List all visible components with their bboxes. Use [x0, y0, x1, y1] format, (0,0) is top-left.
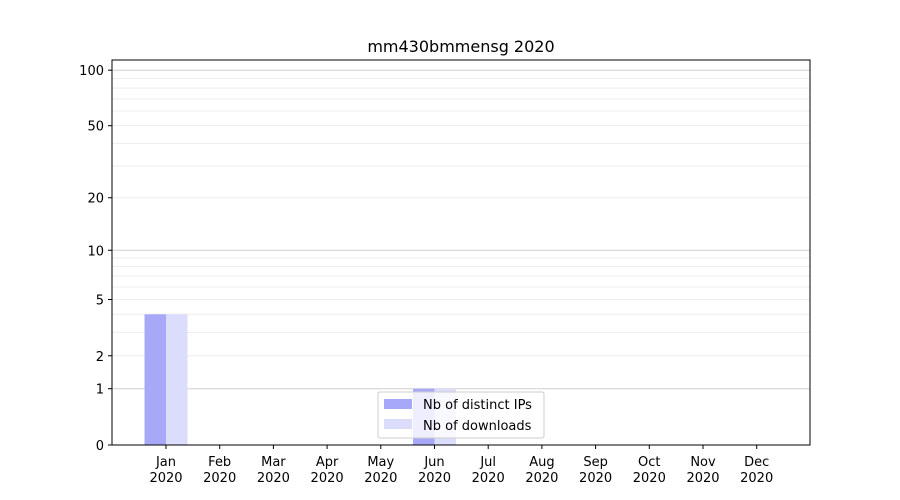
x-tick-label: Jun	[423, 455, 444, 470]
plot-frame	[111, 59, 811, 446]
legend-swatch-downloads	[384, 419, 412, 429]
y-tick-label: 1	[96, 383, 104, 398]
legend-swatch-ips	[384, 399, 412, 409]
legend: Nb of distinct IPs Nb of downloads	[377, 391, 545, 439]
legend-label-ips: Nb of distinct IPs	[423, 398, 532, 413]
x-tick-label: 2020	[633, 471, 666, 486]
x-tick-label: 2020	[418, 471, 451, 486]
x-tick-label: 2020	[364, 471, 397, 486]
x-tick-label: 2020	[525, 471, 558, 486]
x-tick-label: Apr	[316, 455, 339, 470]
x-tick-label: May	[367, 455, 394, 470]
x-tick-label: Nov	[690, 455, 716, 470]
y-tick-label: 50	[87, 120, 104, 135]
x-tick-label: Feb	[208, 455, 231, 470]
y-tick-label: 5	[96, 293, 104, 308]
y-tick-label: 0	[96, 439, 104, 454]
x-tick-label: 2020	[311, 471, 344, 486]
bar-distinct-ips	[144, 314, 166, 445]
x-tick-label: 2020	[686, 471, 719, 486]
x-tick-label: 2020	[472, 471, 505, 486]
x-tick-label: Dec	[744, 455, 769, 470]
x-tick-label: 2020	[740, 471, 773, 486]
y-tick-label: 20	[87, 192, 104, 207]
x-tick-label: Jul	[479, 455, 496, 470]
chart-title: mm430bmmensg 2020	[367, 37, 554, 56]
x-tick-label: Oct	[638, 455, 660, 470]
bar-downloads	[166, 314, 188, 445]
x-tick-label: Mar	[261, 455, 286, 470]
y-tick-label: 2	[96, 350, 104, 365]
y-tick-label: 10	[87, 244, 104, 259]
x-tick-label: 2020	[579, 471, 612, 486]
x-tick-label: Sep	[583, 455, 608, 470]
x-tick-label: 2020	[257, 471, 290, 486]
x-tick-label: 2020	[203, 471, 236, 486]
x-tick-label: Aug	[529, 455, 554, 470]
legend-label-downloads: Nb of downloads	[423, 419, 532, 434]
y-tick-label: 100	[79, 64, 104, 79]
x-tick-label: Jan	[155, 455, 176, 470]
x-tick-label: 2020	[149, 471, 182, 486]
